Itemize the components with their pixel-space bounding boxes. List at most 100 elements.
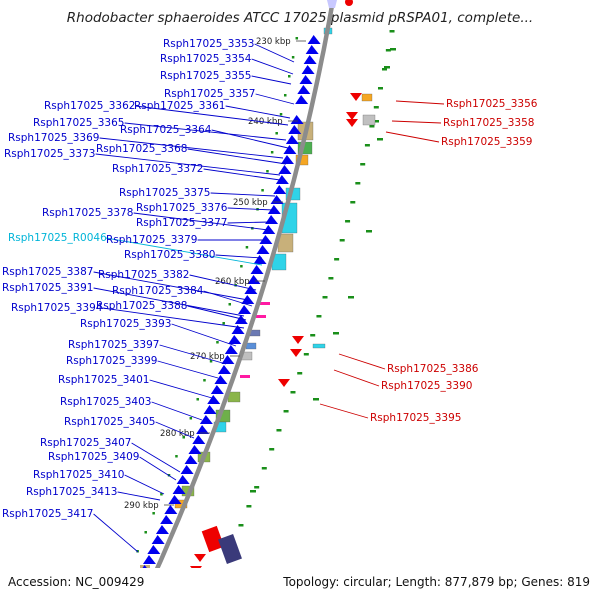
gene-label-left[interactable]: Rsph17025_3355 bbox=[160, 70, 251, 82]
gene-label-left[interactable]: Rsph17025_3405 bbox=[64, 416, 155, 428]
gene-label-left[interactable]: Rsph17025_3377 bbox=[136, 217, 227, 229]
gene-label-left[interactable]: Rsph17025_3379 bbox=[106, 234, 197, 246]
forward-gene-arrow bbox=[270, 195, 284, 204]
gc-tick bbox=[355, 182, 361, 185]
gc-tick bbox=[390, 48, 396, 51]
gc-tick bbox=[261, 189, 264, 192]
gene-label-left[interactable]: Rsph17025_3399 bbox=[66, 355, 157, 367]
gene-label-left[interactable]: Rsph17025_3413 bbox=[26, 486, 117, 498]
gc-tick bbox=[345, 220, 351, 223]
gene-label-left[interactable]: Rsph17025_3391 bbox=[2, 282, 93, 294]
gc-tick bbox=[297, 372, 303, 375]
leader-line bbox=[93, 513, 139, 553]
gene-label-left[interactable]: Rsph17025_3362 bbox=[44, 100, 135, 112]
cog-block bbox=[312, 343, 326, 349]
gene-label-left[interactable]: Rsph17025_3380 bbox=[124, 249, 215, 261]
forward-gene-arrow bbox=[283, 145, 297, 154]
gene-label-left[interactable]: Rsph17025_3409 bbox=[48, 451, 139, 463]
top-reverse-gene bbox=[345, 0, 353, 6]
leader-line bbox=[338, 353, 386, 370]
forward-gene-arrow bbox=[172, 485, 186, 494]
gene-label-left[interactable]: Rsph17025_3378 bbox=[42, 207, 133, 219]
gc-tick bbox=[389, 30, 395, 33]
gene-label-left[interactable]: Rsph17025_3393 bbox=[80, 318, 171, 330]
gene-label-left[interactable]: Rsph17025_3407 bbox=[40, 437, 131, 449]
cog-block bbox=[218, 534, 242, 564]
gene-label-left[interactable]: Rsph17025_3368 bbox=[96, 143, 187, 155]
forward-gene-arrow bbox=[224, 345, 238, 354]
gc-tick bbox=[254, 486, 260, 489]
leader-line bbox=[395, 100, 445, 105]
gene-label-left[interactable]: Rsph17025_3364 bbox=[120, 124, 212, 136]
gene-label-left[interactable]: Rsph17025_3357 bbox=[164, 88, 255, 100]
forward-gene-arrow bbox=[280, 155, 294, 164]
leader-line bbox=[149, 379, 213, 399]
leader-line bbox=[133, 212, 269, 231]
forward-gene-arrow bbox=[278, 165, 292, 174]
gene-label-right[interactable]: Rsph17025_3386 bbox=[387, 363, 479, 375]
leader-line bbox=[251, 75, 292, 85]
forward-gene-arrow bbox=[142, 555, 156, 564]
kbp-tick-label: 230 kbp bbox=[256, 37, 291, 47]
leader-line bbox=[105, 237, 263, 266]
leader-line bbox=[124, 122, 287, 141]
gc-tick bbox=[275, 132, 278, 135]
forward-gene-arrow bbox=[273, 185, 287, 194]
gc-tick bbox=[283, 410, 289, 413]
gene-label-left[interactable]: Rsph17025_3382 bbox=[98, 269, 189, 281]
leader-line bbox=[210, 192, 276, 197]
forward-gene-arrow bbox=[250, 265, 264, 274]
gene-label-left[interactable]: Rsph17025_3410 bbox=[33, 469, 124, 481]
forward-gene-arrow bbox=[228, 335, 242, 344]
gene-label-left[interactable]: Rsph17025_3394 bbox=[11, 302, 103, 314]
gc-tick bbox=[295, 37, 299, 40]
gene-label-left[interactable]: Rsph17025_3387 bbox=[2, 266, 93, 278]
gene-label-left[interactable]: Rsph17025_3376 bbox=[136, 202, 228, 214]
forward-gene-arrow bbox=[214, 375, 228, 384]
leader-line bbox=[102, 307, 245, 329]
gc-tick bbox=[373, 120, 379, 123]
gc-tick bbox=[360, 163, 366, 166]
gene-label-left[interactable]: Rsph17025_3361 bbox=[134, 100, 225, 112]
leader-line bbox=[227, 207, 275, 211]
gene-label-left[interactable]: Rsph17025_3373 bbox=[4, 148, 95, 160]
gene-label-right[interactable]: Rsph17025_3358 bbox=[443, 117, 534, 129]
gene-label-left[interactable]: Rsph17025_3365 bbox=[33, 117, 124, 129]
leader-line bbox=[139, 456, 177, 481]
gc-tick bbox=[238, 524, 244, 527]
reverse-gene-arrow bbox=[350, 93, 362, 101]
gene-label-left[interactable]: Rsph17025_3401 bbox=[58, 374, 149, 386]
forward-gene-arrow bbox=[238, 305, 252, 314]
gc-tick bbox=[160, 493, 163, 496]
gene-label-right[interactable]: Rsph17025_3356 bbox=[446, 98, 538, 110]
forward-gene-arrow bbox=[160, 515, 174, 524]
gc-tick bbox=[328, 277, 334, 280]
gc-tick bbox=[144, 531, 147, 534]
gene-label-right[interactable]: Rsph17025_3359 bbox=[441, 136, 532, 148]
gene-label-left[interactable]: Rsph17025_R0046 bbox=[8, 232, 107, 244]
reverse-gene-arrow bbox=[346, 119, 358, 127]
gene-label-right[interactable]: Rsph17025_3395 bbox=[370, 412, 461, 424]
gc-tick bbox=[310, 334, 316, 337]
gene-label-left[interactable]: Rsph17025_3403 bbox=[60, 396, 151, 408]
forward-gene-arrow bbox=[180, 465, 194, 474]
gene-label-left[interactable]: Rsph17025_3354 bbox=[160, 53, 252, 65]
gc-tick bbox=[196, 398, 199, 401]
gene-label-left[interactable]: Rsph17025_3388 bbox=[96, 300, 187, 312]
leader-line bbox=[391, 120, 442, 124]
gene-label-left[interactable]: Rsph17025_3369 bbox=[8, 132, 99, 144]
gene-label-right[interactable]: Rsph17025_3390 bbox=[381, 380, 472, 392]
forward-gene-arrow bbox=[234, 315, 248, 324]
cog-block bbox=[260, 302, 270, 305]
gene-label-left[interactable]: Rsph17025_3397 bbox=[68, 339, 159, 351]
gene-label-left[interactable]: Rsph17025_3372 bbox=[112, 163, 203, 175]
gene-label-left[interactable]: Rsph17025_3375 bbox=[119, 187, 210, 199]
leader-line bbox=[171, 323, 237, 347]
leader-line bbox=[187, 148, 287, 165]
gene-label-left[interactable]: Rsph17025_3417 bbox=[2, 508, 93, 520]
gc-tick bbox=[228, 303, 232, 306]
gc-tick bbox=[364, 144, 370, 147]
gene-label-left[interactable]: Rsph17025_3384 bbox=[112, 285, 204, 297]
reverse-gene-arrow bbox=[346, 112, 358, 120]
gene-label-left[interactable]: Rsph17025_3353 bbox=[163, 38, 254, 50]
